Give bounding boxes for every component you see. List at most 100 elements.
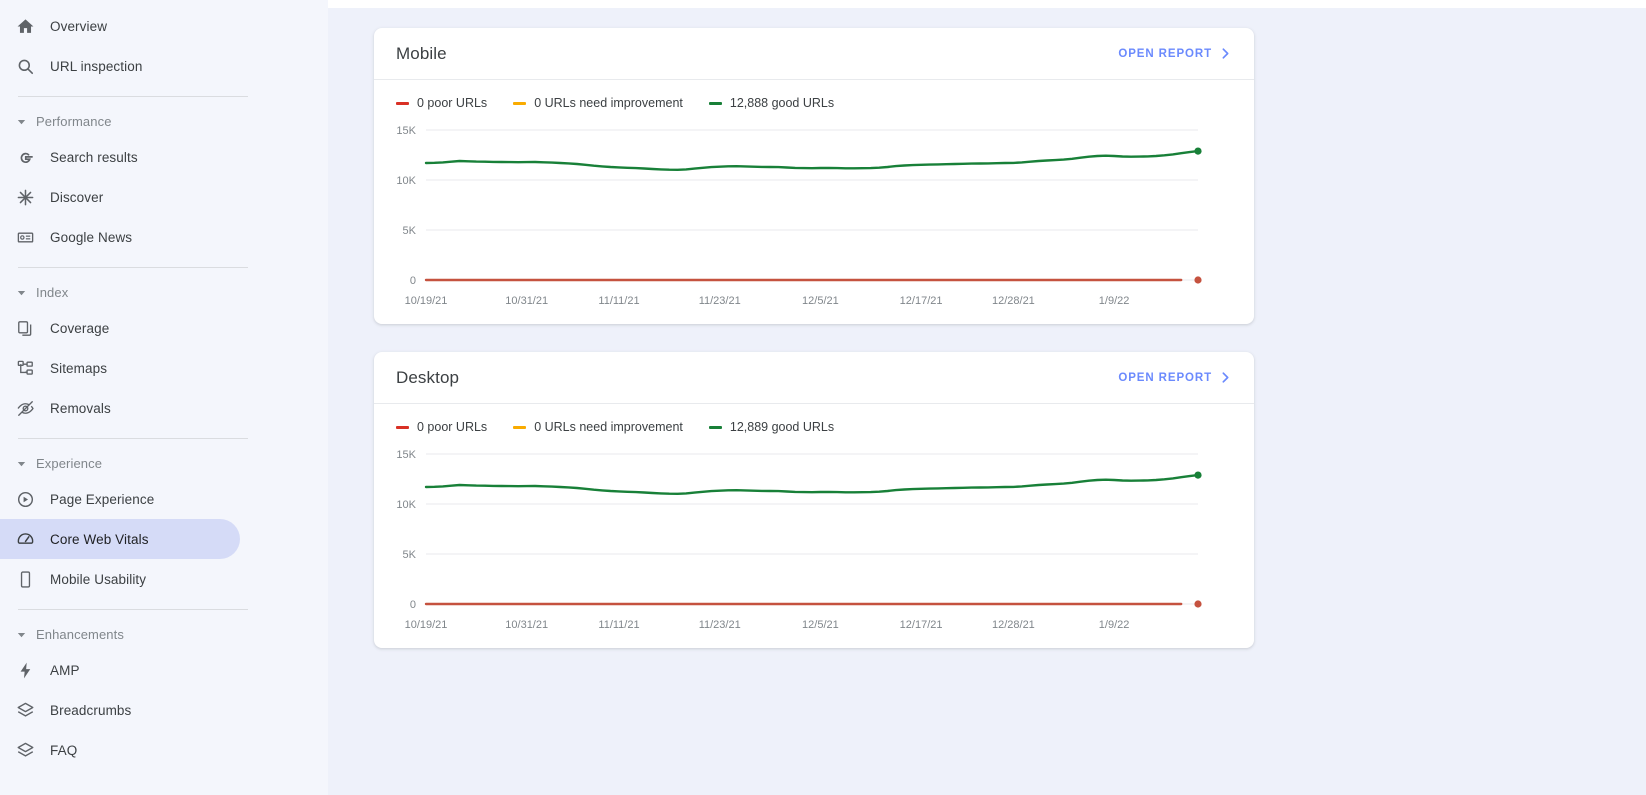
sidebar-divider	[18, 609, 248, 610]
sidebar-item-discover[interactable]: Discover	[0, 177, 240, 217]
legend-item-needs-improvement[interactable]: 0 URLs need improvement	[513, 420, 683, 434]
sidebar-item-overview[interactable]: Overview	[0, 6, 240, 46]
legend-label: 12,889 good URLs	[729, 420, 835, 434]
legend-swatch-poor	[396, 101, 409, 105]
legend-item-poor[interactable]: 0 poor URLs	[396, 96, 487, 110]
sidebar-item-label: Breadcrumbs	[50, 702, 132, 718]
sidebar-item-url-inspection[interactable]: URL inspection	[0, 46, 240, 86]
x-axis-tick-label: 11/23/21	[699, 619, 741, 631]
chart-legend-desktop: 0 poor URLs 0 URLs need improvement 12,8…	[374, 404, 1254, 438]
chevron-right-icon	[1219, 47, 1232, 60]
legend-item-poor[interactable]: 0 poor URLs	[396, 420, 487, 434]
legend-swatch-poor	[396, 425, 409, 429]
x-axis-tick-label: 10/31/21	[505, 619, 548, 631]
caret-down-icon	[14, 114, 28, 128]
series-end-marker	[1194, 276, 1202, 284]
card-title: Mobile	[396, 43, 447, 63]
sidebar-group-index[interactable]: Index	[0, 278, 328, 306]
legend-item-good[interactable]: 12,889 good URLs	[708, 420, 835, 434]
sidebar-group-title: Enhancements	[36, 626, 124, 642]
google-g-icon	[14, 146, 36, 168]
sidebar-item-sitemaps[interactable]: Sitemaps	[0, 348, 240, 388]
discover-asterisk-icon	[14, 186, 36, 208]
sidebar-group-title: Index	[36, 284, 69, 300]
legend-item-good[interactable]: 12,888 good URLs	[708, 96, 835, 110]
y-axis-tick-label: 10K	[396, 175, 416, 187]
open-report-link-desktop[interactable]: OPEN REPORT	[1118, 371, 1232, 384]
sidebar-item-label: FAQ	[50, 742, 78, 758]
open-report-link-mobile[interactable]: OPEN REPORT	[1118, 47, 1232, 60]
legend-label: 0 poor URLs	[417, 420, 488, 434]
y-axis-tick-label: 0	[410, 599, 416, 611]
x-axis-tick-label: 11/23/21	[699, 295, 741, 307]
y-axis-tick-label: 5K	[403, 225, 417, 237]
y-axis-tick-label: 15K	[396, 125, 416, 137]
sidebar-group-performance[interactable]: Performance	[0, 107, 328, 135]
x-axis-tick-label: 12/28/21	[992, 295, 1035, 307]
pages-copy-icon	[14, 317, 36, 339]
content-top-strip	[328, 0, 1646, 8]
sidebar-item-label: Core Web Vitals	[50, 531, 149, 547]
mobile-phone-icon	[14, 568, 36, 590]
legend-swatch-needs-improvement	[513, 425, 527, 429]
x-axis-tick-label: 12/17/21	[900, 295, 943, 307]
legend-swatch-good	[708, 425, 722, 429]
search-icon	[14, 55, 36, 77]
sidebar-item-core-web-vitals[interactable]: Core Web Vitals	[0, 519, 240, 559]
card-header-mobile: Mobile OPEN REPORT	[374, 28, 1254, 80]
sidebar-item-faq[interactable]: FAQ	[0, 730, 240, 770]
home-icon	[14, 15, 36, 37]
card-mobile: Mobile OPEN REPORT 0 poor URLs 0 URLs ne…	[374, 28, 1254, 324]
x-axis-tick-label: 12/5/21	[802, 295, 839, 307]
legend-label: 0 URLs need improvement	[534, 96, 683, 110]
x-axis-tick-label: 10/31/21	[505, 295, 548, 307]
chart-container-desktop: 0 5K 10K 15K 10/19/21 10/31/21 11/11/21 11/23/2…	[374, 438, 1254, 648]
layers-icon	[14, 699, 36, 721]
x-axis-tick-label: 12/17/21	[900, 619, 943, 631]
x-axis-tick-label: 1/9/22	[1099, 619, 1130, 631]
card-desktop: Desktop OPEN REPORT 0 poor URLs 0 URLs n…	[374, 352, 1254, 648]
sidebar-item-label: URL inspection	[50, 58, 143, 74]
series-end-marker	[1194, 600, 1202, 608]
sidebar-group-title: Experience	[36, 455, 103, 471]
x-axis-tick-label: 10/19/21	[405, 619, 448, 631]
sidebar-item-label: Mobile Usability	[50, 571, 147, 587]
y-axis-tick-label: 10K	[396, 499, 416, 511]
main-content: Mobile OPEN REPORT 0 poor URLs 0 URLs ne…	[328, 0, 1646, 795]
google-news-icon	[14, 226, 36, 248]
sidebar-group-title: Performance	[36, 113, 112, 129]
legend-swatch-needs-improvement	[513, 101, 527, 105]
sidebar-item-mobile-usability[interactable]: Mobile Usability	[0, 559, 240, 599]
chart-desktop[interactable]: 0 5K 10K 15K 10/19/21 10/31/21 11/11/21 11/23/2…	[382, 442, 1222, 638]
sidebar-item-label: AMP	[50, 662, 80, 678]
sidebar-divider	[18, 267, 248, 268]
layers-icon	[14, 739, 36, 761]
series-line-good-URLs	[424, 473, 1200, 495]
sidebar-item-google-news[interactable]: Google News	[0, 217, 240, 257]
eye-off-icon	[14, 397, 36, 419]
sidebar-divider	[18, 438, 248, 439]
sidebar-group-enhancements[interactable]: Enhancements	[0, 620, 328, 648]
chart-mobile[interactable]: 0 5K 10K 15K 10/19/21 10/31/21 11/11/21 11/23/2…	[382, 118, 1222, 314]
sidebar-item-amp[interactable]: AMP	[0, 650, 240, 690]
legend-item-needs-improvement[interactable]: 0 URLs need improvement	[513, 96, 683, 110]
chart-legend-mobile: 0 poor URLs 0 URLs need improvement 12,8…	[374, 80, 1254, 114]
sidebar-item-page-experience[interactable]: Page Experience	[0, 479, 240, 519]
sidebar-item-coverage[interactable]: Coverage	[0, 308, 240, 348]
chevron-right-icon	[1219, 371, 1232, 384]
sidebar-item-label: Google News	[50, 229, 133, 245]
sidebar-item-search-results[interactable]: Search results	[0, 137, 240, 177]
caret-down-icon	[14, 627, 28, 641]
sidebar-group-experience[interactable]: Experience	[0, 449, 328, 477]
sidebar-item-removals[interactable]: Removals	[0, 388, 240, 428]
x-axis-tick-label: 11/11/21	[598, 295, 639, 307]
card-title: Desktop	[396, 367, 460, 387]
sidebar-divider	[18, 96, 248, 97]
caret-down-icon	[14, 456, 28, 470]
legend-label: 12,888 good URLs	[729, 96, 835, 110]
chart-container-mobile: 0 5K 10K 15K 10/19/21 10/31/21 11/11/21 11/23/2…	[374, 114, 1254, 324]
lightning-bolt-icon	[14, 659, 36, 681]
sidebar-item-label: Search results	[50, 149, 138, 165]
sidebar-item-breadcrumbs[interactable]: Breadcrumbs	[0, 690, 240, 730]
